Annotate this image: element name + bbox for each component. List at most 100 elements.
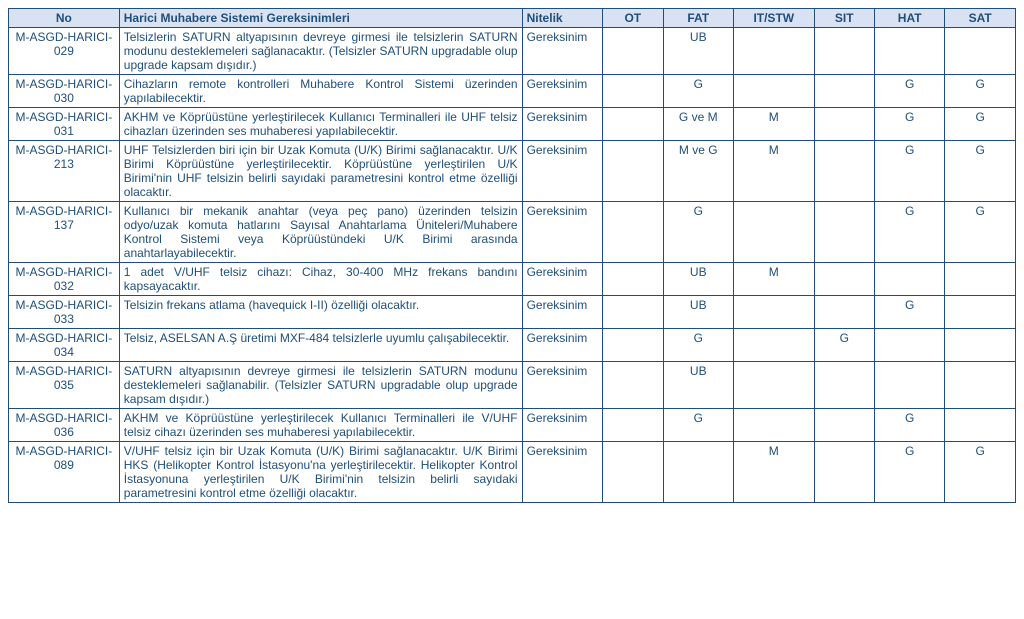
cell-hat <box>874 28 944 75</box>
cell-ot <box>603 296 663 329</box>
cell-desc: Telsizin frekans atlama (havequick I-II)… <box>119 296 522 329</box>
table-row: M-ASGD-HARICI-034Telsiz, ASELSAN A.Ş üre… <box>9 329 1016 362</box>
table-row: M-ASGD-HARICI-0321 adet V/UHF telsiz cih… <box>9 263 1016 296</box>
col-header-hat: HAT <box>874 9 944 28</box>
table-row: M-ASGD-HARICI-089V/UHF telsiz için bir U… <box>9 442 1016 503</box>
cell-sit <box>814 263 874 296</box>
cell-sit <box>814 141 874 202</box>
cell-itstw <box>734 28 815 75</box>
cell-hat <box>874 362 944 409</box>
cell-fat: G <box>663 202 733 263</box>
cell-fat: UB <box>663 296 733 329</box>
cell-nit: Gereksinim <box>522 296 603 329</box>
col-header-itstw: IT/STW <box>734 9 815 28</box>
cell-no: M-ASGD-HARICI-034 <box>9 329 120 362</box>
cell-ot <box>603 409 663 442</box>
cell-hat: G <box>874 296 944 329</box>
cell-sit <box>814 409 874 442</box>
cell-sat <box>945 263 1016 296</box>
cell-sat: G <box>945 202 1016 263</box>
cell-desc: Telsiz, ASELSAN A.Ş üretimi MXF-484 tels… <box>119 329 522 362</box>
cell-itstw <box>734 75 815 108</box>
cell-itstw: M <box>734 263 815 296</box>
col-header-no: No <box>9 9 120 28</box>
col-header-nit: Nitelik <box>522 9 603 28</box>
cell-desc: AKHM ve Köprüüstüne yerleştirilecek Kull… <box>119 108 522 141</box>
table-row: M-ASGD-HARICI-031AKHM ve Köprüüstüne yer… <box>9 108 1016 141</box>
cell-no: M-ASGD-HARICI-030 <box>9 75 120 108</box>
cell-fat: UB <box>663 263 733 296</box>
cell-fat: G <box>663 75 733 108</box>
cell-nit: Gereksinim <box>522 202 603 263</box>
cell-ot <box>603 141 663 202</box>
cell-nit: Gereksinim <box>522 263 603 296</box>
cell-sat <box>945 409 1016 442</box>
cell-sit <box>814 296 874 329</box>
table-header-row: No Harici Muhabere Sistemi Gereksinimler… <box>9 9 1016 28</box>
col-header-sit: SIT <box>814 9 874 28</box>
cell-ot <box>603 202 663 263</box>
table-row: M-ASGD-HARICI-035SATURN altyapısının dev… <box>9 362 1016 409</box>
cell-hat: G <box>874 75 944 108</box>
cell-sit <box>814 108 874 141</box>
requirements-table: No Harici Muhabere Sistemi Gereksinimler… <box>8 8 1016 503</box>
cell-fat: G ve M <box>663 108 733 141</box>
cell-ot <box>603 108 663 141</box>
cell-desc: Telsizlerin SATURN altyapısının devreye … <box>119 28 522 75</box>
cell-sat <box>945 296 1016 329</box>
cell-fat: UB <box>663 362 733 409</box>
cell-itstw <box>734 296 815 329</box>
cell-hat: G <box>874 141 944 202</box>
cell-nit: Gereksinim <box>522 108 603 141</box>
cell-desc: AKHM ve Köprüüstüne yerleştirilecek Kull… <box>119 409 522 442</box>
cell-fat <box>663 442 733 503</box>
cell-no: M-ASGD-HARICI-213 <box>9 141 120 202</box>
cell-no: M-ASGD-HARICI-029 <box>9 28 120 75</box>
cell-desc: V/UHF telsiz için bir Uzak Komuta (U/K) … <box>119 442 522 503</box>
cell-no: M-ASGD-HARICI-137 <box>9 202 120 263</box>
cell-itstw: M <box>734 141 815 202</box>
cell-fat: UB <box>663 28 733 75</box>
cell-desc: UHF Telsizlerden biri için bir Uzak Komu… <box>119 141 522 202</box>
cell-nit: Gereksinim <box>522 442 603 503</box>
cell-sat: G <box>945 108 1016 141</box>
col-header-ot: OT <box>603 9 663 28</box>
cell-desc: SATURN altyapısının devreye girmesi ile … <box>119 362 522 409</box>
cell-sat <box>945 28 1016 75</box>
cell-itstw <box>734 409 815 442</box>
cell-ot <box>603 28 663 75</box>
cell-desc: Kullanıcı bir mekanik anahtar (veya peç … <box>119 202 522 263</box>
cell-hat <box>874 263 944 296</box>
col-header-desc: Harici Muhabere Sistemi Gereksinimleri <box>119 9 522 28</box>
cell-itstw: M <box>734 108 815 141</box>
table-body: M-ASGD-HARICI-029Telsizlerin SATURN alty… <box>9 28 1016 503</box>
cell-desc: Cihazların remote kontrolleri Muhabere K… <box>119 75 522 108</box>
cell-hat: G <box>874 202 944 263</box>
cell-nit: Gereksinim <box>522 141 603 202</box>
cell-sat: G <box>945 442 1016 503</box>
cell-nit: Gereksinim <box>522 409 603 442</box>
cell-sit <box>814 28 874 75</box>
cell-sit: G <box>814 329 874 362</box>
table-row: M-ASGD-HARICI-213UHF Telsizlerden biri i… <box>9 141 1016 202</box>
cell-no: M-ASGD-HARICI-036 <box>9 409 120 442</box>
cell-nit: Gereksinim <box>522 362 603 409</box>
cell-hat: G <box>874 108 944 141</box>
cell-no: M-ASGD-HARICI-031 <box>9 108 120 141</box>
cell-fat: G <box>663 409 733 442</box>
col-header-fat: FAT <box>663 9 733 28</box>
table-row: M-ASGD-HARICI-137Kullanıcı bir mekanik a… <box>9 202 1016 263</box>
cell-ot <box>603 442 663 503</box>
cell-no: M-ASGD-HARICI-033 <box>9 296 120 329</box>
cell-fat: G <box>663 329 733 362</box>
cell-sat <box>945 362 1016 409</box>
cell-sat: G <box>945 141 1016 202</box>
cell-ot <box>603 263 663 296</box>
cell-ot <box>603 75 663 108</box>
cell-ot <box>603 362 663 409</box>
cell-nit: Gereksinim <box>522 75 603 108</box>
cell-sat: G <box>945 75 1016 108</box>
cell-itstw: M <box>734 442 815 503</box>
cell-sit <box>814 442 874 503</box>
cell-nit: Gereksinim <box>522 28 603 75</box>
